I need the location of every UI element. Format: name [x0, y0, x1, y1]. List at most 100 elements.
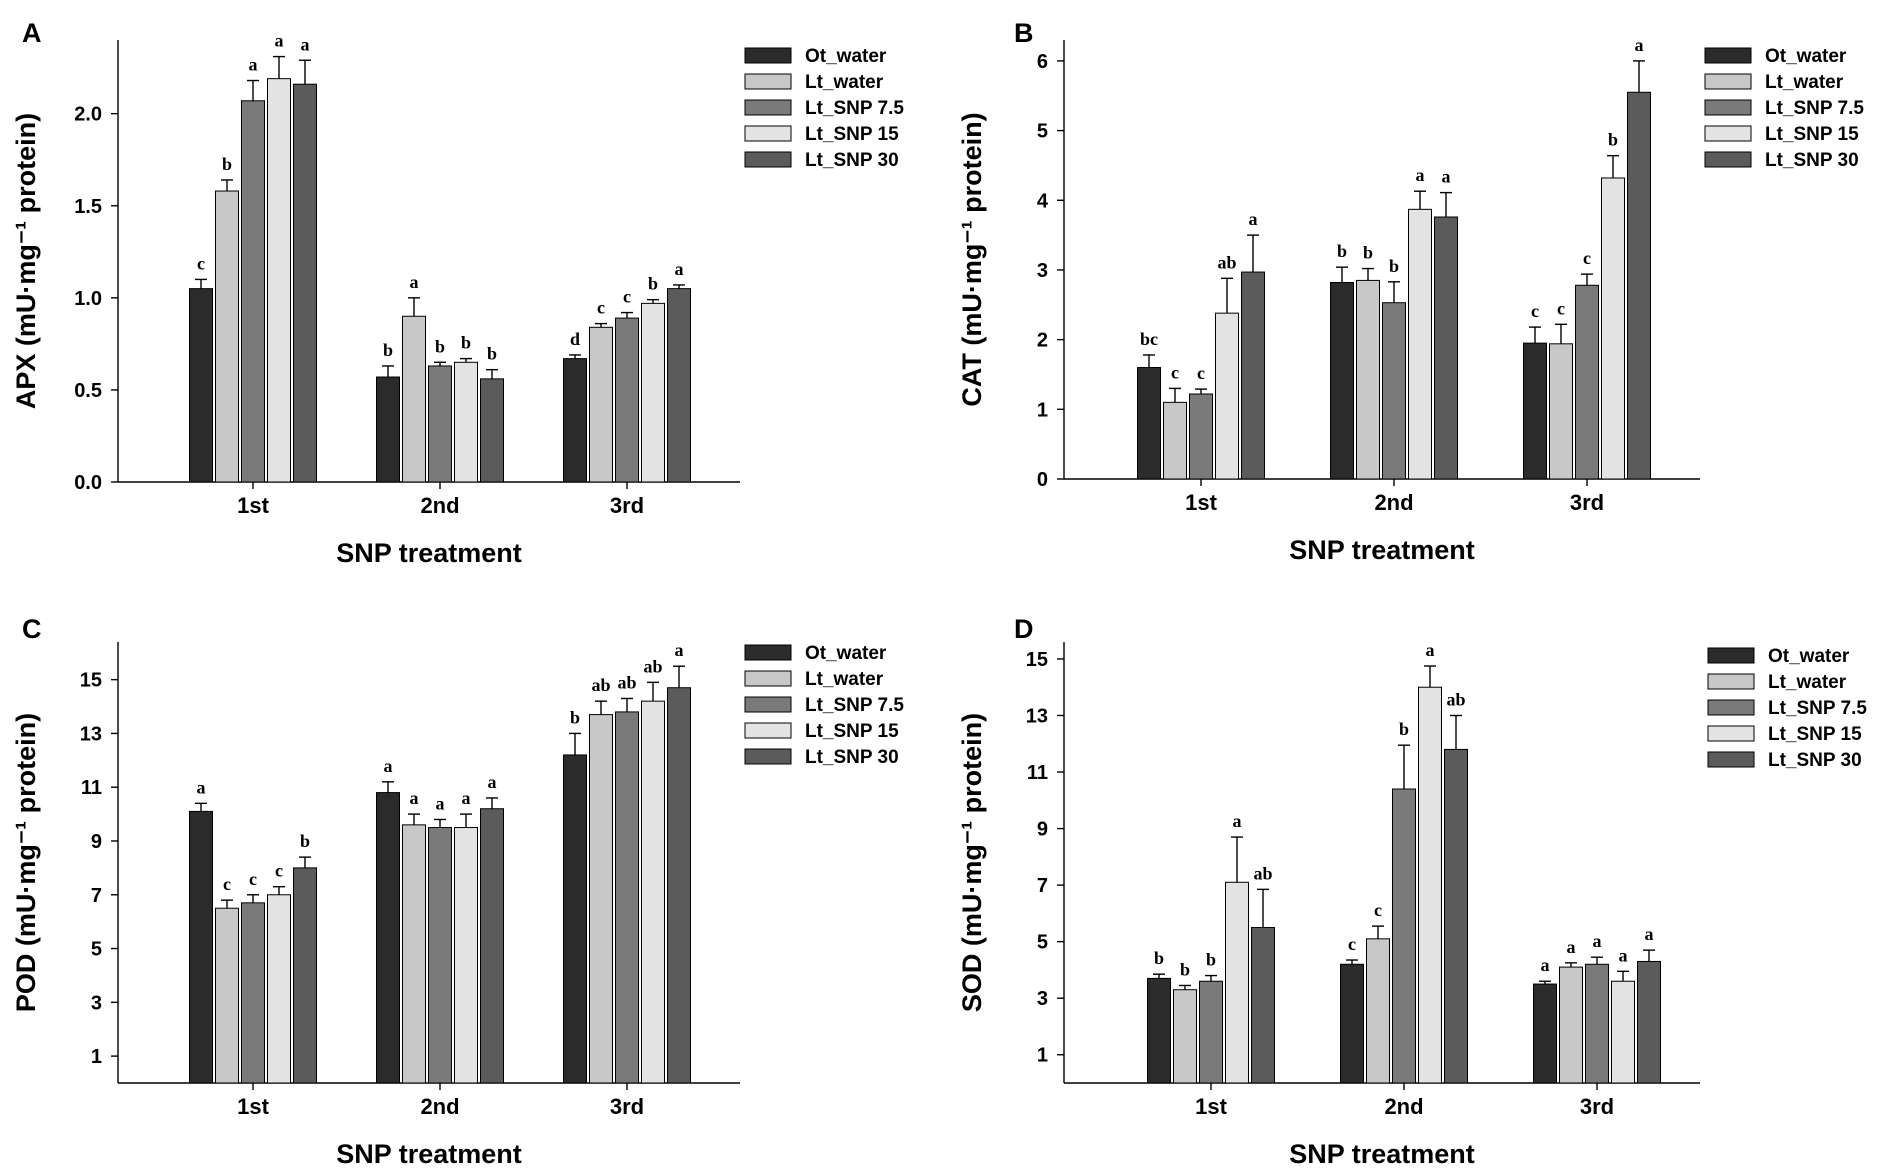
bar — [1408, 208, 1432, 480]
significance-label: a — [384, 756, 393, 776]
significance-label: ab — [617, 672, 636, 692]
bar — [402, 315, 426, 483]
bar — [454, 827, 478, 1084]
bar — [428, 365, 452, 483]
legend-label: Lt_SNP 7.5 — [1768, 698, 1867, 719]
bar — [376, 376, 400, 483]
legend-label: Lt_SNP 30 — [805, 150, 899, 171]
bar — [1137, 367, 1161, 480]
significance-label: a — [197, 777, 206, 797]
y-tick-label: 15 — [1026, 649, 1048, 671]
significance-label: a — [1593, 931, 1602, 951]
x-tick-label: 1st — [237, 493, 269, 518]
legend-swatch — [744, 748, 792, 765]
x-axis-title: SNP treatment — [336, 538, 522, 568]
y-tick-label: 7 — [91, 885, 102, 907]
significance-label: a — [675, 259, 684, 279]
x-tick-label: 2nd — [420, 493, 459, 518]
legend: Ot_water Lt_water Lt_SNP 7.5 Lt_SNP 15 Lt_SN… — [1707, 646, 1867, 771]
y-tick-label: 3 — [1037, 260, 1048, 282]
y-tick-label: 7 — [1037, 875, 1048, 897]
bar — [641, 700, 665, 1084]
x-axis-title: SNP treatment — [1289, 535, 1475, 565]
significance-label: ab — [1253, 863, 1272, 883]
legend-swatch — [1704, 99, 1752, 116]
significance-label: a — [488, 772, 497, 792]
significance-label: a — [410, 788, 419, 808]
y-axis-title: CAT (mU·mg⁻¹ protein) — [957, 112, 987, 406]
bar — [1382, 302, 1406, 480]
significance-label: bc — [1140, 329, 1158, 349]
y-tick-label: 0.5 — [74, 380, 102, 402]
bar — [480, 378, 504, 483]
y-tick-label: 1 — [91, 1046, 102, 1068]
bar — [1199, 980, 1223, 1084]
x-tick-label: 3rd — [610, 1094, 644, 1119]
significance-label: a — [1249, 209, 1258, 229]
legend-swatch — [744, 696, 792, 713]
y-tick-label: 1 — [1037, 1045, 1048, 1067]
x-tick-label: 2nd — [1374, 490, 1413, 515]
bar — [1418, 686, 1442, 1084]
y-tick-label: 13 — [1026, 706, 1048, 728]
panel-letter: A — [22, 18, 42, 48]
y-tick-label: 4 — [1037, 190, 1049, 212]
bar — [267, 894, 291, 1084]
y-tick-label: 3 — [1037, 988, 1048, 1010]
significance-label: c — [1171, 362, 1179, 382]
bar — [241, 902, 265, 1084]
bar — [1251, 927, 1275, 1084]
bar — [1444, 748, 1468, 1084]
bar — [1189, 393, 1213, 480]
significance-label: d — [570, 329, 580, 349]
bar — [1163, 401, 1187, 480]
bar — [480, 808, 504, 1084]
bar — [1366, 938, 1390, 1084]
x-axis-title: SNP treatment — [1289, 1139, 1475, 1169]
y-tick-label: 13 — [80, 723, 102, 745]
bar — [376, 792, 400, 1084]
significance-label: b — [1180, 959, 1190, 979]
significance-label: a — [1416, 165, 1425, 185]
significance-label: c — [623, 287, 631, 307]
x-tick-label: 3rd — [1570, 490, 1604, 515]
significance-label: b — [222, 154, 232, 174]
bar — [1215, 312, 1239, 480]
bar — [1356, 279, 1380, 480]
significance-label: ab — [1217, 252, 1236, 272]
y-tick-label: 2 — [1037, 330, 1048, 352]
legend-label: Lt_SNP 15 — [805, 721, 899, 742]
y-axis-title: SOD (mU·mg⁻¹ protein) — [957, 713, 987, 1012]
significance-label: a — [1645, 924, 1654, 944]
legend-label: Ot_water — [1765, 46, 1847, 67]
legend-swatch — [1704, 151, 1752, 168]
bar — [1549, 343, 1573, 480]
bar — [1434, 216, 1458, 480]
significance-label: a — [675, 640, 684, 660]
bar — [1225, 881, 1249, 1084]
legend-swatch — [744, 670, 792, 687]
legend-swatch — [1704, 125, 1752, 142]
chart-panel-a: A 0.0 0.5 1.0 1.5 2.0 APX (mU·mg⁻¹ protein) SNP… — [11, 18, 904, 568]
legend-swatch — [1707, 673, 1755, 690]
bar — [615, 711, 639, 1084]
legend: Ot_water Lt_water Lt_SNP 7.5 Lt_SNP 15 Lt_SN… — [744, 46, 904, 171]
bar — [293, 83, 317, 483]
bar — [1523, 342, 1547, 480]
significance-label: a — [1541, 955, 1550, 975]
legend-swatch — [1704, 73, 1752, 90]
y-tick-label: 1.5 — [74, 196, 102, 218]
legend-label: Lt_SNP 15 — [1765, 124, 1859, 145]
significance-label: a — [462, 788, 471, 808]
legend-label: Lt_SNP 7.5 — [805, 695, 904, 716]
legend-swatch — [1707, 647, 1755, 664]
bar — [1392, 788, 1416, 1084]
significance-label: a — [1619, 945, 1628, 965]
bar — [1147, 977, 1171, 1084]
legend-swatch — [744, 722, 792, 739]
y-tick-label: 9 — [91, 831, 102, 853]
significance-label: b — [1389, 256, 1399, 276]
y-tick-label: 1 — [1037, 399, 1048, 421]
x-axis-title: SNP treatment — [336, 1139, 522, 1169]
